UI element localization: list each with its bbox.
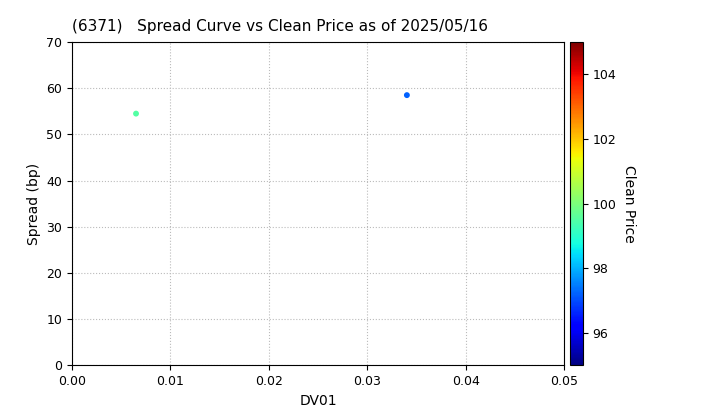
Text: (6371)   Spread Curve vs Clean Price as of 2025/05/16: (6371) Spread Curve vs Clean Price as of… (72, 19, 488, 34)
X-axis label: DV01: DV01 (300, 394, 337, 408)
Y-axis label: Spread (bp): Spread (bp) (27, 163, 41, 245)
Point (401, 92, 413, 98)
Point (130, 110, 142, 117)
Y-axis label: Clean Price: Clean Price (621, 165, 636, 243)
